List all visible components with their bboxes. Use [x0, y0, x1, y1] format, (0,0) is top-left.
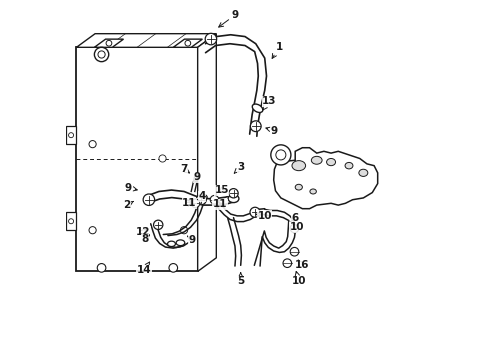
Text: 1: 1	[272, 42, 283, 58]
Circle shape	[276, 150, 286, 160]
Circle shape	[205, 33, 217, 45]
Circle shape	[89, 226, 96, 234]
Text: 7: 7	[180, 164, 190, 174]
Ellipse shape	[359, 169, 368, 176]
Ellipse shape	[326, 158, 336, 166]
Circle shape	[98, 51, 105, 58]
Text: 16: 16	[295, 260, 310, 270]
Ellipse shape	[228, 195, 239, 203]
Polygon shape	[274, 148, 378, 209]
Polygon shape	[76, 47, 197, 271]
Circle shape	[283, 259, 292, 267]
Circle shape	[106, 40, 112, 46]
Circle shape	[69, 133, 74, 138]
Text: 11: 11	[213, 199, 227, 210]
Circle shape	[196, 195, 206, 205]
Text: 9: 9	[188, 234, 196, 244]
Polygon shape	[66, 126, 76, 144]
Circle shape	[250, 121, 261, 132]
Circle shape	[95, 47, 109, 62]
Circle shape	[169, 264, 177, 272]
Text: 9: 9	[193, 172, 200, 183]
Polygon shape	[66, 212, 76, 230]
Ellipse shape	[198, 194, 207, 200]
Circle shape	[290, 224, 299, 233]
Circle shape	[250, 207, 260, 217]
Polygon shape	[197, 34, 216, 271]
Text: 15: 15	[215, 185, 229, 195]
Polygon shape	[173, 39, 202, 47]
Circle shape	[210, 195, 219, 204]
Circle shape	[69, 219, 74, 224]
Circle shape	[143, 194, 155, 206]
Text: 11: 11	[182, 198, 196, 208]
Polygon shape	[76, 34, 216, 47]
Ellipse shape	[295, 184, 302, 190]
Text: 4: 4	[198, 191, 206, 201]
Ellipse shape	[252, 104, 263, 113]
Circle shape	[185, 40, 191, 46]
Circle shape	[191, 199, 200, 208]
Text: 10: 10	[292, 271, 306, 286]
Ellipse shape	[345, 162, 353, 169]
Text: 10: 10	[290, 222, 304, 232]
Circle shape	[159, 155, 166, 162]
Text: 5: 5	[237, 273, 245, 286]
Text: 12: 12	[136, 227, 150, 237]
Circle shape	[180, 226, 188, 234]
Circle shape	[97, 264, 106, 272]
Text: 8: 8	[142, 234, 149, 244]
Circle shape	[229, 189, 238, 198]
Text: 10: 10	[256, 211, 272, 221]
Text: 14: 14	[137, 262, 151, 275]
Ellipse shape	[292, 161, 306, 171]
Circle shape	[89, 140, 96, 148]
Ellipse shape	[176, 240, 185, 246]
Ellipse shape	[168, 241, 175, 247]
Text: 9: 9	[219, 10, 239, 27]
Circle shape	[290, 247, 299, 256]
Text: 13: 13	[262, 96, 277, 110]
Text: 2: 2	[123, 200, 133, 210]
Circle shape	[153, 220, 163, 229]
Text: 3: 3	[234, 162, 245, 173]
Ellipse shape	[310, 189, 317, 194]
Polygon shape	[95, 39, 123, 47]
Text: 9: 9	[125, 183, 137, 193]
Text: 6: 6	[291, 213, 299, 222]
Text: 9: 9	[266, 126, 278, 135]
Ellipse shape	[311, 156, 322, 164]
Circle shape	[271, 145, 291, 165]
